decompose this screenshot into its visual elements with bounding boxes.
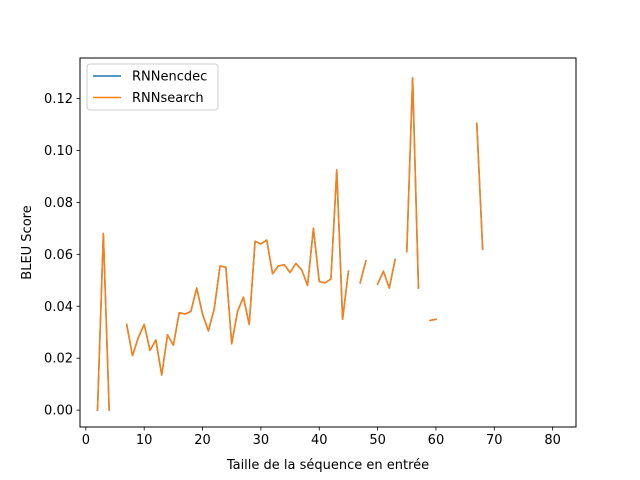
x-tick-label: 30 [253,433,270,448]
y-tick-label: 0.12 [44,92,73,107]
x-tick-label: 80 [544,433,561,448]
y-tick-label: 0.08 [44,196,73,211]
y-tick-label: 0.04 [44,300,73,315]
y-tick-label: 0.02 [44,352,73,367]
x-tick-label: 40 [311,433,328,448]
y-axis-label: BLEU Score [20,205,35,279]
series-layer [96,76,484,411]
x-tick-label: 0 [82,433,90,448]
x-tick-label: 10 [136,433,153,448]
legend-label-rnnsearch: RNNsearch [132,91,204,106]
x-tick-label: 20 [194,433,211,448]
y-axis-ticks: 0.00 0.02 0.04 0.06 0.08 0.10 0.12 [44,92,80,419]
plot-frame [79,57,577,428]
series-line-rnnsearch [96,76,484,411]
y-tick-label: 0.06 [44,248,73,263]
x-tick-label: 60 [428,433,445,448]
x-axis-ticks: 0 10 20 30 40 50 60 70 80 [82,427,561,448]
y-tick-label: 0.00 [44,404,73,419]
legend: RNNencdec RNNsearch [86,63,219,111]
x-tick-label: 50 [369,433,386,448]
x-tick-label: 70 [486,433,503,448]
y-tick-label: 0.10 [44,144,73,159]
x-axis-label: Taille de la séquence en entrée [226,458,429,473]
legend-label-rnnencdec: RNNencdec [132,70,207,85]
